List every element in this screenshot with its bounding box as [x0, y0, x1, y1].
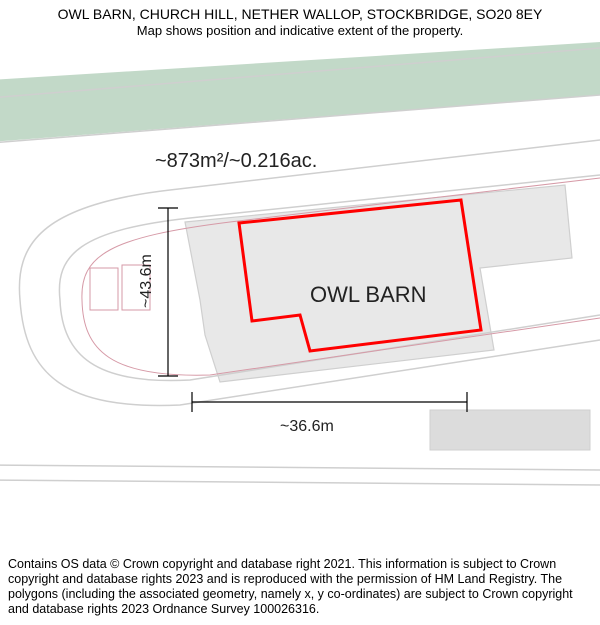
- page-title: OWL BARN, CHURCH HILL, NETHER WALLOP, ST…: [0, 6, 600, 22]
- copyright-footer: Contains OS data © Crown copyright and d…: [8, 557, 592, 617]
- height-dimension-label: ~43.6m: [138, 254, 156, 308]
- width-dimension-label: ~36.6m: [280, 418, 334, 436]
- area-label: ~873m²/~0.216ac.: [155, 150, 317, 173]
- page-subtitle: Map shows position and indicative extent…: [0, 23, 600, 38]
- property-name-label: OWL BARN: [310, 282, 427, 308]
- map-canvas: ~873m²/~0.216ac. OWL BARN ~43.6m ~36.6m: [0, 40, 600, 500]
- page-root: OWL BARN, CHURCH HILL, NETHER WALLOP, ST…: [0, 0, 600, 625]
- header: OWL BARN, CHURCH HILL, NETHER WALLOP, ST…: [0, 6, 600, 38]
